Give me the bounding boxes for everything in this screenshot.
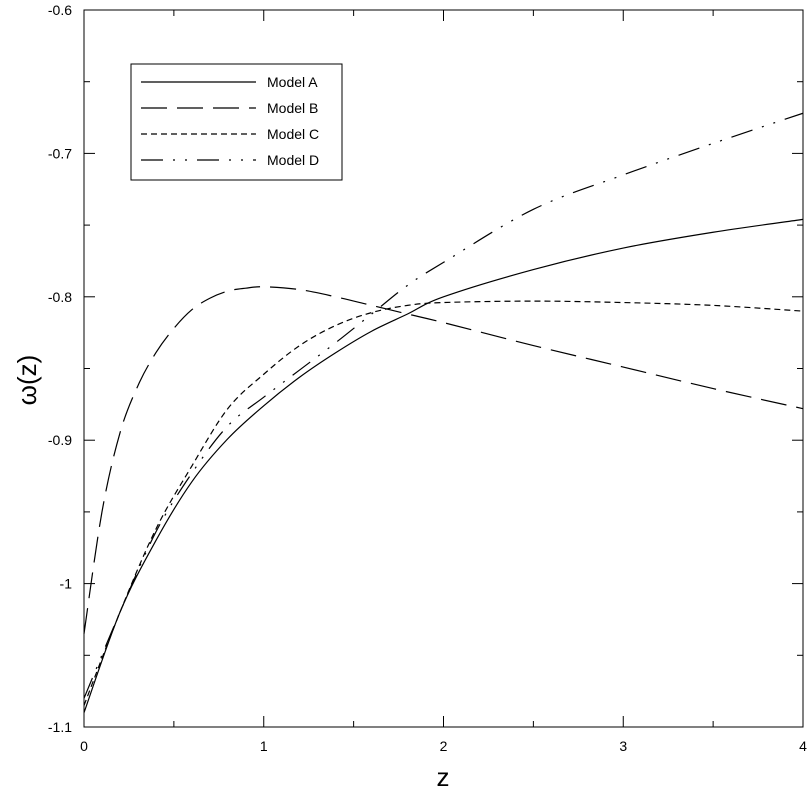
axis-tick-labels: 0 1 2 3 4 -1.1 -1 -0.9 -0.8 -0.7 -0.6 [48,2,807,754]
legend-label-model-a: Model A [267,74,318,90]
axis-ticks [83,9,804,728]
y-tick-label: -0.7 [48,145,72,161]
legend-box [130,63,343,181]
x-tick-label: 3 [619,738,627,754]
series-line-model-a [83,218,804,713]
legend: Model A Model B Model C Model D [130,63,343,181]
y-tick-label: -0.8 [48,289,72,305]
x-tick-label: 1 [260,738,268,754]
x-tick-label: 2 [440,738,448,754]
legend-label-model-b: Model B [267,100,318,116]
x-tick-label: 4 [799,738,807,754]
series-lines [83,112,804,713]
legend-label-model-d: Model D [267,152,319,168]
x-tick-label: 0 [80,738,88,754]
x-axis-title: z [437,762,450,792]
legend-label-model-c: Model C [267,126,319,142]
y-tick-label: -0.9 [48,432,72,448]
series-line-model-c [83,300,804,706]
series-line-model-d [83,112,804,699]
y-tick-label: -0.6 [48,2,72,18]
series-line-model-b [83,286,804,634]
y-tick-label: -1.1 [48,719,72,735]
y-tick-label: -1 [60,576,73,592]
y-axis-title: ω(z) [12,355,42,406]
